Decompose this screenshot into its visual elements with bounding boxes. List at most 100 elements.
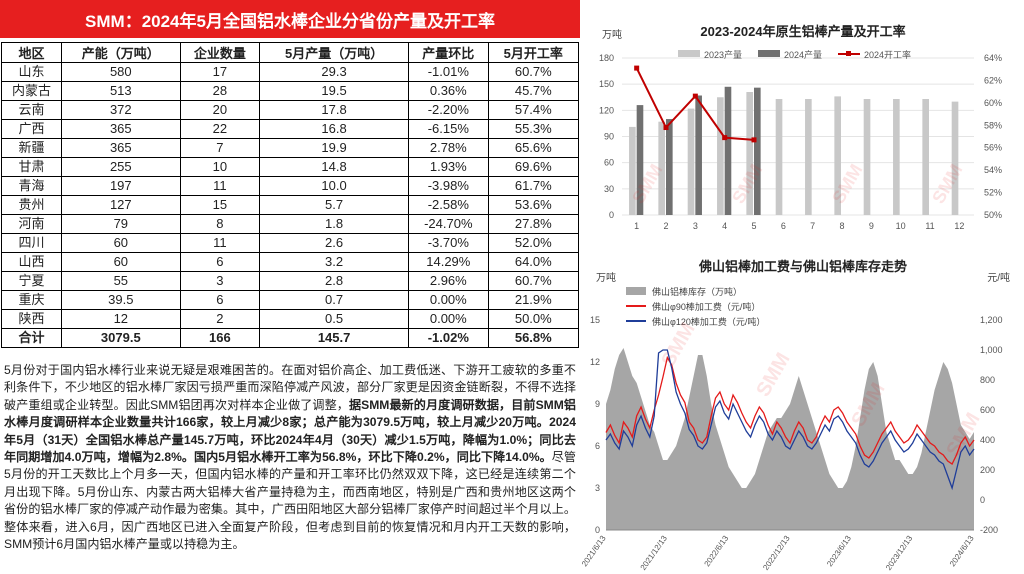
table-cell: 60	[61, 233, 181, 253]
table-cell: 365	[61, 138, 181, 158]
table-cell: 0.5	[259, 309, 410, 329]
y2-tick-label: 58%	[984, 120, 1002, 130]
legend-label: 2024开工率	[864, 49, 911, 60]
bar	[658, 121, 665, 215]
x-tick-label: 6	[781, 221, 786, 231]
table-cell: 山西	[0, 252, 63, 272]
table-cell: -3.98%	[408, 176, 489, 196]
chart-title: 佛山铝棒加工费与佛山铝棒库存走势	[698, 259, 907, 274]
chart-title: 2023-2024年原生铝棒产量及开工率	[700, 24, 905, 39]
paragraph-text-1: 5月份对于国内铝水棒行业来说无疑是艰难困苦的。在面对铝价高企、加工费低迷、下游开…	[4, 363, 576, 412]
bar	[687, 108, 695, 215]
table-cell: 11	[179, 176, 261, 196]
table-body: 山东 580 17 29.3 -1.01% 60.7% 内蒙古 513 28 19.5 0.36% 4…	[0, 62, 580, 348]
bar	[746, 92, 753, 215]
table-cell: 16.8	[259, 119, 410, 139]
y-tick-label: 150	[599, 79, 614, 89]
table-cell: -2.20%	[408, 100, 489, 120]
x-tick-label: 11	[925, 221, 934, 231]
y-tick-label: 9	[595, 399, 600, 409]
bar	[754, 87, 761, 215]
table-cell: 79	[61, 214, 181, 234]
table-cell: 2.96%	[408, 271, 489, 291]
legend-label: 佛山φ120棒加工费（元/吨）	[652, 316, 765, 327]
table-cell: 新疆	[0, 138, 63, 158]
right-panel: 2023-2024年原生铝棒产量及开工率 万吨 0 30 60 90 120 150 180 50…	[582, 0, 1024, 574]
y2-tick-label: 0	[980, 495, 985, 505]
line-point	[692, 93, 698, 99]
table-cell: -3.70%	[408, 233, 489, 253]
watermark: SMM	[728, 161, 766, 207]
table-cell: 2.6	[259, 233, 410, 253]
x-tick-label: 2022/6/13	[703, 534, 731, 569]
table-cell: 陕西	[0, 309, 63, 329]
line-point	[722, 135, 728, 141]
table-title: SMM：2024年5月全国铝水棒企业分省份产量及开工率	[0, 0, 580, 38]
table-cell: 166	[179, 328, 261, 348]
watermark: SMM	[928, 161, 966, 207]
legend-label: 2023产量	[704, 49, 742, 60]
table-cell: 3079.5	[61, 328, 181, 348]
table-cell: 20	[179, 100, 261, 120]
x-tick-label: 10	[896, 221, 906, 231]
y2-tick-label: -200	[980, 525, 998, 535]
table-row: 山东 580 17 29.3 -1.01% 60.7%	[0, 62, 580, 82]
paragraph-bold: 据SMM最新的月度调研数据，目前SMM铝水棒月度调研样本企业数量共计166家，较…	[4, 397, 576, 465]
y2-tick-label: 1,200	[980, 315, 1003, 325]
x-tick-label: 12	[954, 221, 964, 231]
x-tick-label: 3	[693, 221, 698, 231]
x-tick-label: 2023/12/13	[884, 534, 915, 572]
table-cell: 四川	[0, 233, 63, 253]
table-cell: 0.00%	[408, 309, 489, 329]
table-cell: 1.8	[259, 214, 410, 234]
table-row: 贵州 127 15 5.7 -2.58% 53.6%	[0, 195, 580, 215]
table-cell: 365	[61, 119, 181, 139]
bar	[863, 98, 871, 215]
table-cell: 55.3%	[487, 119, 580, 139]
table-row: 云南 372 20 17.8 -2.20% 57.4%	[0, 100, 580, 120]
x-tick-label: 7	[810, 221, 815, 231]
table-cell: 0.7	[259, 290, 410, 310]
y2-tick-label: 54%	[984, 165, 1002, 175]
table-row: 广西 365 22 16.8 -6.15% 55.3%	[0, 119, 580, 139]
table-cell: 145.7	[259, 328, 410, 348]
line-series	[605, 349, 975, 491]
header-cell: 产量环比	[408, 42, 489, 63]
table-cell: 云南	[0, 100, 63, 120]
table-cell: 1.93%	[408, 157, 489, 177]
x-tick-label: 9	[869, 221, 874, 231]
table-cell: 372	[61, 100, 181, 120]
bar	[834, 96, 841, 215]
province-table: 地区 产能（万吨） 企业数量 5月产量（万吨） 产量环比 5月开工率 山东 580 17 29.…	[0, 42, 580, 348]
table-cell: 5.7	[259, 195, 410, 215]
x-tick-label: 2023/6/13	[825, 534, 853, 569]
table-cell: 60.7%	[487, 62, 580, 82]
bar	[717, 97, 724, 215]
table-cell: 合计	[0, 328, 63, 348]
table-cell: 14.8	[259, 157, 410, 177]
table-cell: 65.6%	[487, 138, 580, 158]
y2-tick-label: 800	[980, 375, 995, 385]
table-row: 河南 79 8 1.8 -24.70% 27.8%	[0, 214, 580, 234]
table-cell: -24.70%	[408, 214, 489, 234]
table-cell: 56.8%	[487, 328, 580, 348]
header-cell: 5月产量（万吨）	[259, 42, 410, 63]
table-cell: -6.15%	[408, 119, 489, 139]
table-cell: -2.58%	[408, 195, 489, 215]
table-cell: 广西	[0, 119, 63, 139]
table-cell: 11	[179, 233, 261, 253]
table-cell: 7	[179, 138, 261, 158]
y-tick-label: 3	[595, 483, 600, 493]
table-cell: 8	[179, 214, 261, 234]
table-cell: 14.29%	[408, 252, 489, 272]
line-point	[634, 65, 640, 71]
line-point	[751, 137, 757, 143]
line-point	[663, 125, 669, 131]
table-row: 青海 197 11 10.0 -3.98% 61.7%	[0, 176, 580, 196]
bar	[951, 101, 959, 215]
table-cell: 2.8	[259, 271, 410, 291]
header-cell: 产能（万吨）	[61, 42, 181, 63]
table-cell: 50.0%	[487, 309, 580, 329]
legend-swatch-marker	[846, 51, 851, 56]
watermark: SMM	[752, 349, 794, 400]
